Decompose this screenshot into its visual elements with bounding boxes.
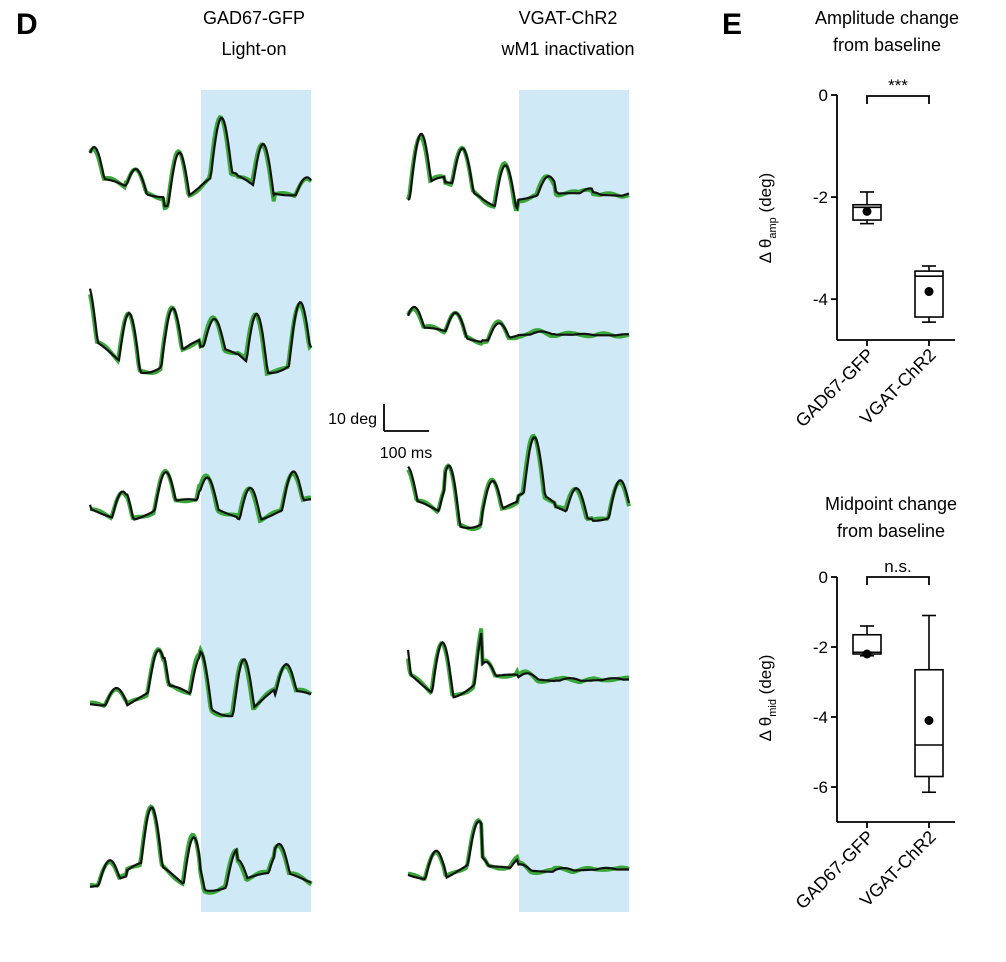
midpoint-y-unit: (deg) bbox=[756, 655, 775, 695]
right-header-line2: wM1 inactivation bbox=[500, 39, 634, 59]
midpoint-ytick-label-3: -6 bbox=[813, 778, 828, 797]
amplitude-mean-dot-0 bbox=[862, 206, 872, 216]
trace-light-right-3 bbox=[407, 436, 631, 530]
amplitude-ytick-label-1: -2 bbox=[813, 188, 828, 207]
trace-baseline-left-3 bbox=[89, 469, 312, 524]
amplitude-y-symbol: Δ θ bbox=[756, 239, 775, 264]
midpoint-title-line1: Midpoint change bbox=[825, 494, 957, 514]
amplitude-ytick-label-2: -4 bbox=[813, 290, 828, 309]
amplitude-y-subscript: amp bbox=[767, 217, 779, 238]
midpoint-ytick-label-1: -2 bbox=[813, 638, 828, 657]
right-header-line1: VGAT-ChR2 bbox=[519, 8, 618, 28]
scale-bar-horizontal-label: 100 ms bbox=[380, 445, 432, 462]
amplitude-mean-dot-1 bbox=[924, 287, 934, 297]
amplitude-chart: Amplitude change from baseline 0-2-4GAD6… bbox=[756, 8, 959, 431]
midpoint-title-line2: from baseline bbox=[837, 521, 945, 541]
amplitude-ytick-label-0: 0 bbox=[819, 86, 828, 105]
whisker-traces bbox=[88, 115, 631, 895]
trace-light-right-1 bbox=[407, 132, 630, 212]
midpoint-y-axis-label: Δ θmid (deg) bbox=[756, 655, 779, 742]
left-header-line2: Light-on bbox=[221, 39, 286, 59]
trace-light-right-4 bbox=[406, 632, 629, 699]
midpoint-significance-label: n.s. bbox=[884, 557, 911, 576]
midpoint-ytick-label-2: -4 bbox=[813, 708, 828, 727]
left-header-line1: GAD67-GFP bbox=[203, 8, 305, 28]
scale-bar-vertical-label: 10 deg bbox=[328, 411, 377, 428]
scale-bar: 10 deg 100 ms bbox=[328, 404, 432, 462]
trace-light-right-5 bbox=[407, 820, 629, 881]
midpoint-ytick-label-0: 0 bbox=[819, 568, 828, 587]
midpoint-chart: Midpoint change from baseline 0-2-4-6GAD… bbox=[756, 494, 957, 913]
trace-light-left-1 bbox=[88, 116, 312, 208]
amplitude-y-axis-label: Δ θamp (deg) bbox=[756, 173, 779, 263]
midpoint-significance-bracket bbox=[866, 576, 930, 585]
amplitude-significance-bracket bbox=[866, 95, 930, 104]
amplitude-title-line1: Amplitude change bbox=[815, 8, 959, 28]
panel-e-letter: E bbox=[722, 8, 742, 41]
trace-light-left-5 bbox=[89, 806, 312, 892]
midpoint-y-subscript: mid bbox=[767, 699, 779, 717]
trace-light-left-2 bbox=[88, 288, 313, 375]
trace-light-left-4 bbox=[89, 648, 312, 718]
amplitude-significance-label: *** bbox=[888, 76, 908, 95]
trace-light-left-3 bbox=[88, 470, 312, 521]
midpoint-mean-dot-0 bbox=[862, 649, 872, 659]
midpoint-y-symbol: Δ θ bbox=[756, 717, 775, 742]
panel-d-letter: D bbox=[16, 8, 38, 41]
trace-light-right-2 bbox=[406, 305, 630, 343]
amplitude-y-unit: (deg) bbox=[756, 173, 775, 213]
amplitude-title-line2: from baseline bbox=[833, 35, 941, 55]
midpoint-mean-dot-1 bbox=[924, 716, 934, 725]
